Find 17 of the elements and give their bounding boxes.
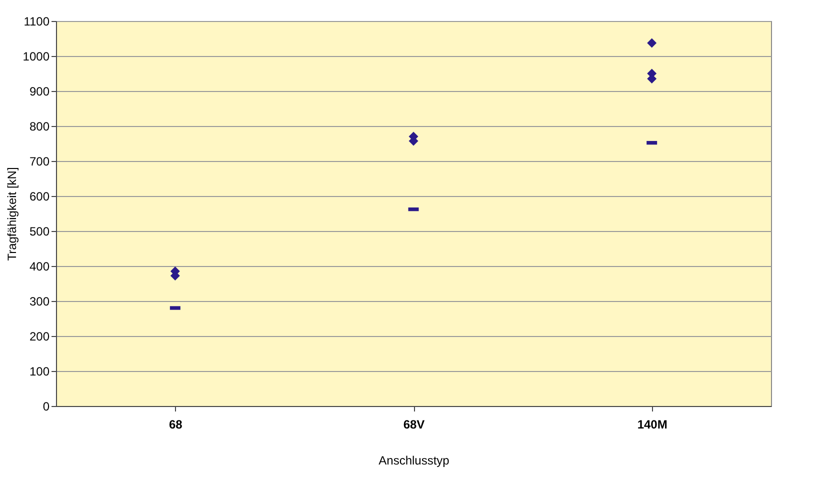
x-tick-label: 68V	[403, 418, 425, 432]
y-tick-label: 400	[29, 260, 50, 274]
y-tick-label: 200	[29, 330, 50, 344]
y-axis-title: Tragfähigkeit [kN]	[4, 167, 19, 261]
y-tick-label: 500	[29, 224, 50, 238]
y-tick-label: 1000	[22, 50, 50, 64]
y-tick-label: 100	[29, 364, 50, 378]
x-axis-title: Anschlusstyp	[378, 454, 450, 468]
y-tick-label: 600	[29, 190, 50, 204]
y-tick-label: 1100	[24, 14, 50, 28]
y-tick-label: 300	[29, 294, 50, 308]
y-tick-label: 800	[29, 120, 50, 134]
y-tick-label: 0	[42, 400, 50, 414]
x-tick-label: 140M	[637, 418, 668, 432]
x-tick-label: 68	[168, 418, 183, 432]
y-tick-label: 700	[29, 154, 50, 168]
y-tick-label: 900	[29, 84, 50, 98]
